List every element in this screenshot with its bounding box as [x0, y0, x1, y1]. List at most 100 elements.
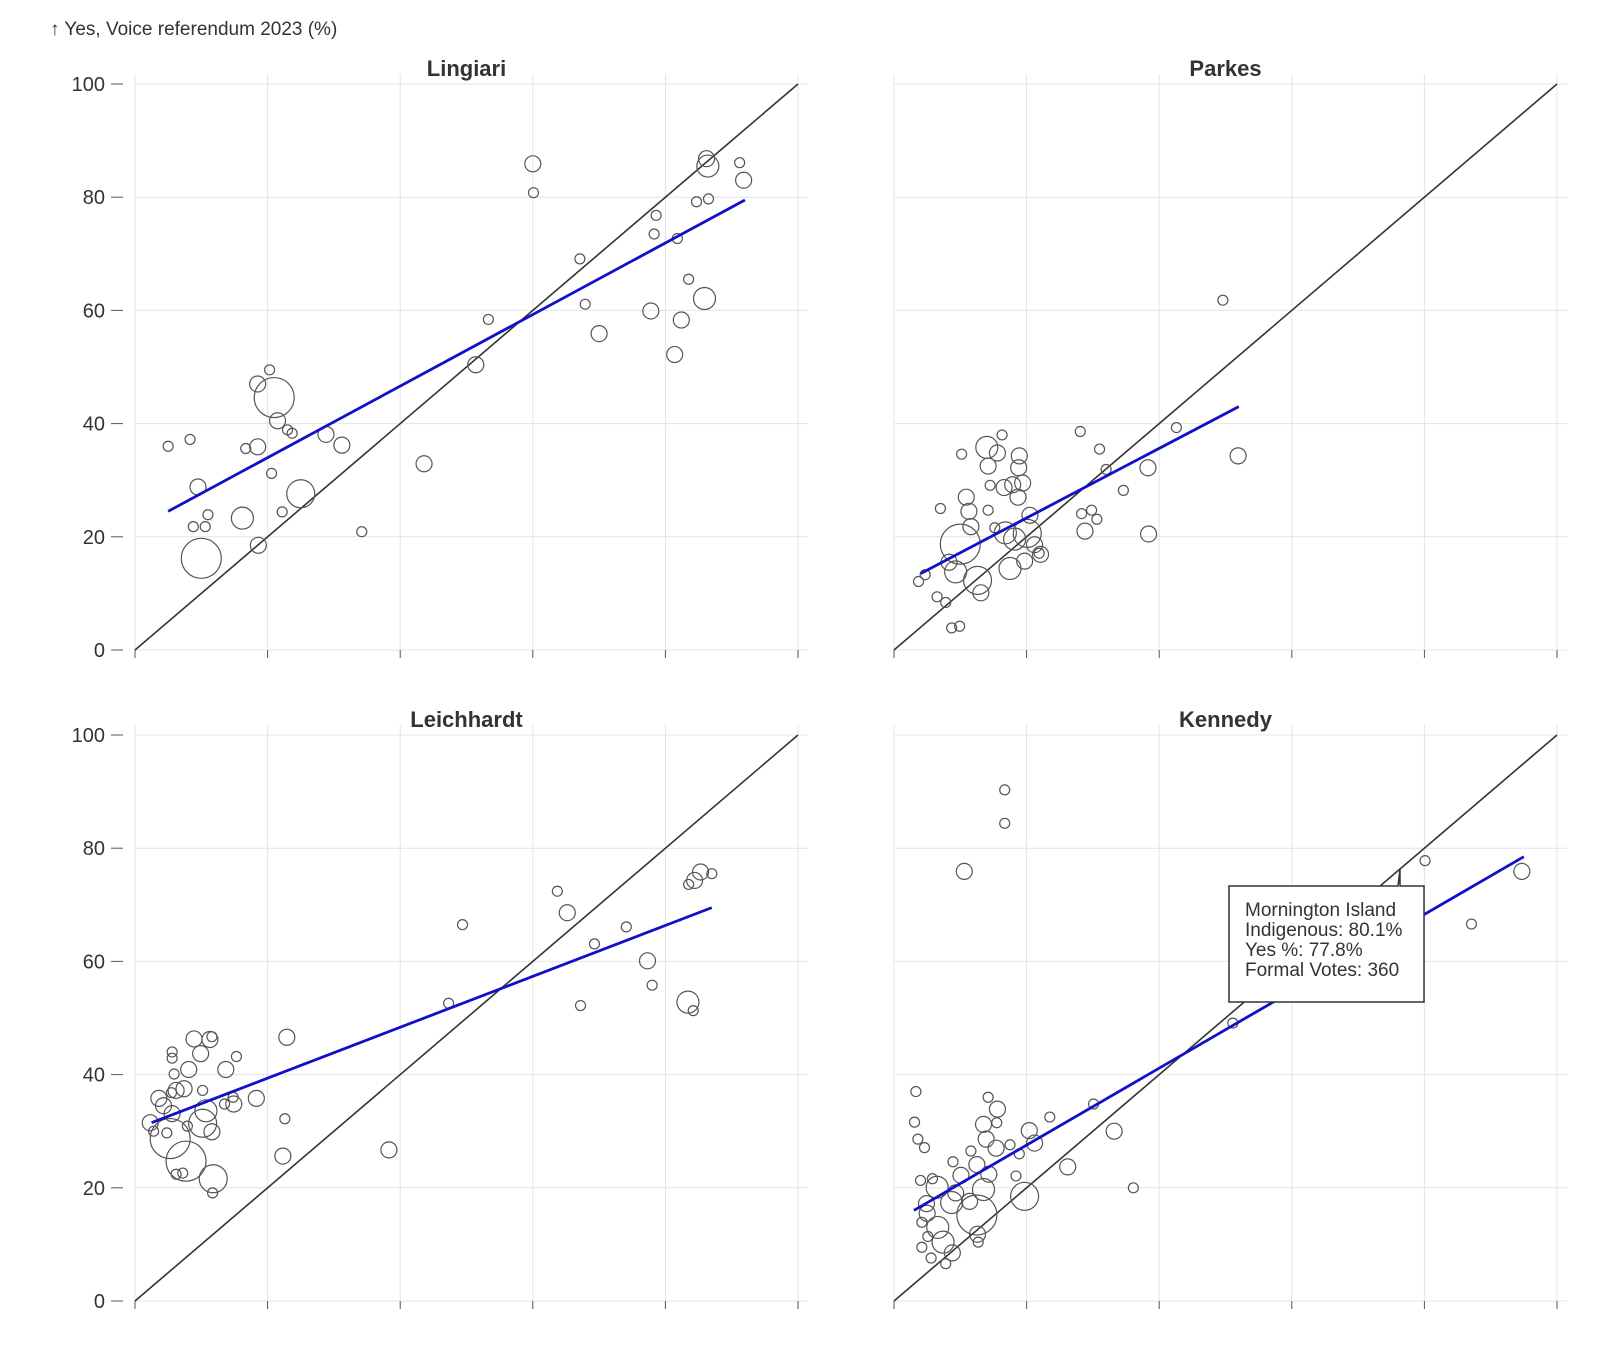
data-point: [206, 1187, 219, 1199]
data-point: [274, 1147, 292, 1165]
data-point: [1513, 862, 1531, 881]
data-point: [1009, 488, 1027, 506]
data-point: [650, 209, 662, 221]
y-tick-label: 0: [94, 1291, 105, 1313]
data-point: [558, 904, 576, 922]
data-point: [166, 1052, 178, 1064]
data-point: [975, 435, 999, 459]
y-tick-label: 100: [72, 74, 105, 96]
data-point: [263, 364, 276, 376]
data-point: [192, 1045, 210, 1063]
data-point: [197, 1084, 209, 1097]
data-point: [962, 518, 980, 536]
data-point: [991, 1117, 1003, 1129]
data-point: [1419, 855, 1431, 867]
data-point: [687, 1005, 699, 1017]
data-point: [638, 952, 657, 970]
data-point: [690, 196, 703, 208]
data-point: [988, 1100, 1007, 1118]
data-point: [691, 863, 710, 881]
data-point: [240, 442, 252, 455]
data-point: [187, 521, 199, 533]
data-point: [588, 938, 601, 950]
data-point: [646, 979, 658, 991]
data-point: [225, 1095, 243, 1113]
y-tick-label: 40: [83, 414, 105, 436]
data-point: [735, 171, 753, 189]
panel-title: Leichhardt: [410, 707, 523, 732]
data-point: [356, 526, 368, 538]
data-point: [683, 878, 695, 891]
data-point: [1059, 1158, 1077, 1176]
data-point: [203, 1123, 221, 1141]
data-point: [1025, 1134, 1044, 1152]
data-point: [918, 1142, 931, 1154]
data-point: [1091, 513, 1103, 525]
data-point: [166, 1046, 178, 1058]
data-point: [253, 376, 295, 419]
data-point: [972, 584, 990, 602]
data-point: [415, 455, 433, 473]
data-point: [697, 150, 716, 168]
data-point: [972, 1236, 984, 1248]
data-point: [217, 1060, 235, 1079]
data-point: [141, 1114, 159, 1132]
data-point: [1016, 552, 1034, 570]
data-point: [977, 1130, 995, 1148]
data-point: [467, 356, 485, 374]
tooltip-votes: Formal Votes: 360: [1245, 960, 1399, 981]
y-tick-label: 80: [83, 838, 105, 860]
reference-line: [893, 83, 1558, 651]
data-point: [995, 478, 1013, 497]
y-tick-label: 80: [83, 187, 105, 209]
data-point: [1014, 474, 1032, 492]
tooltip-indigenous: Indigenous: 80.1%: [1245, 920, 1403, 941]
data-point: [934, 502, 947, 515]
data-point: [965, 1145, 977, 1157]
data-point: [956, 1194, 998, 1236]
data-point: [276, 506, 288, 518]
data-point: [202, 509, 214, 521]
data-point: [1093, 443, 1106, 455]
data-point: [939, 523, 981, 565]
data-point: [956, 448, 968, 460]
tooltip-yes: Yes %: 77.8%: [1245, 940, 1363, 961]
y-tick-label: 60: [83, 951, 105, 973]
data-point: [940, 1190, 964, 1215]
data-point: [706, 868, 718, 880]
data-point: [672, 311, 690, 329]
data-point: [912, 1133, 924, 1145]
data-point: [960, 502, 978, 520]
data-point: [1217, 294, 1229, 306]
y-tick-label: 20: [83, 1178, 105, 1200]
data-point: [940, 596, 952, 609]
data-point: [1010, 1181, 1040, 1211]
data-point: [1021, 506, 1039, 524]
data-point: [162, 440, 174, 452]
data-point: [1076, 507, 1088, 520]
data-point: [188, 1108, 218, 1138]
data-point: [931, 1230, 955, 1254]
data-point: [527, 187, 540, 199]
data-point: [943, 1244, 961, 1262]
data-point: [702, 193, 715, 205]
data-point: [666, 345, 684, 364]
data-point: [265, 467, 278, 480]
data-point: [1076, 522, 1094, 540]
data-point: [482, 313, 494, 326]
trend-line: [167, 198, 746, 513]
data-point: [955, 862, 973, 881]
panel-title: Parkes: [1189, 56, 1261, 81]
data-point: [163, 1105, 181, 1123]
data-point: [1044, 1111, 1056, 1123]
data-point: [278, 1028, 296, 1046]
trend-line: [919, 405, 1240, 575]
data-point: [149, 1117, 191, 1160]
data-point: [998, 556, 1022, 581]
data-point: [987, 1139, 1005, 1157]
data-point: [648, 228, 660, 240]
data-point: [910, 1085, 922, 1098]
data-point: [917, 1195, 936, 1213]
tooltip-box: [1228, 868, 1425, 1003]
